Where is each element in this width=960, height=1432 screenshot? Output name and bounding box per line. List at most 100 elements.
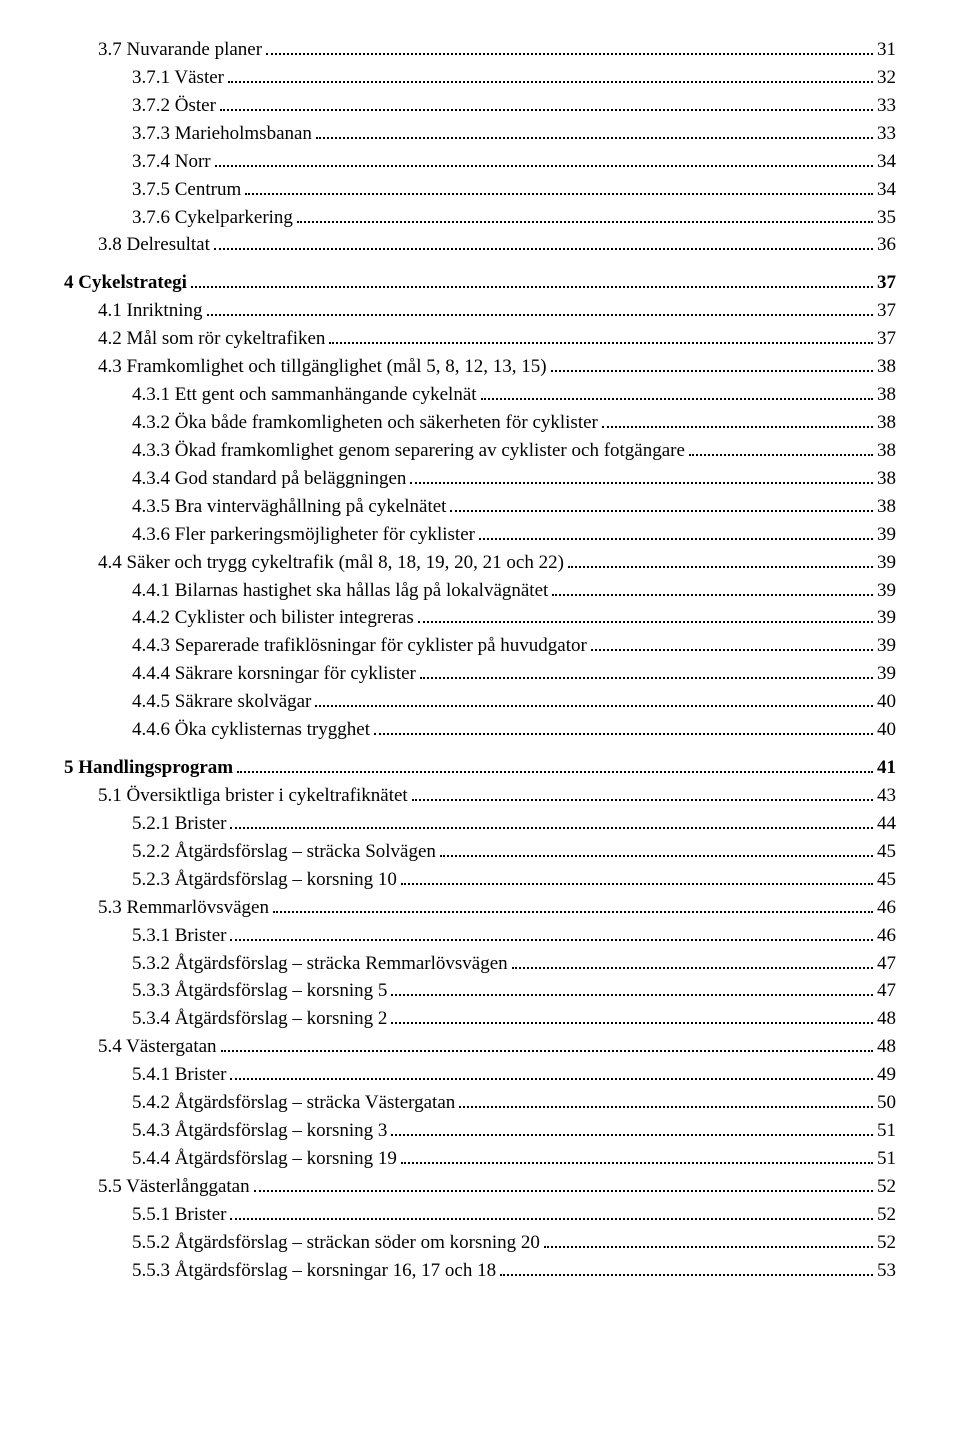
toc-entry-page: 38 — [877, 493, 896, 521]
toc-entry-page: 39 — [877, 521, 896, 549]
toc-entry-label: 4.3.2 Öka både framkomligheten och säker… — [132, 409, 598, 437]
toc-entry[interactable]: 5.3 Remmarlövsvägen46 — [98, 894, 896, 922]
toc-entry[interactable]: 5 Handlingsprogram41 — [64, 754, 896, 782]
toc-entry[interactable]: 4.4.4 Säkrare korsningar för cyklister39 — [132, 660, 896, 688]
toc-entry-label: 4.3.3 Ökad framkomlighet genom separerin… — [132, 437, 685, 465]
toc-entry[interactable]: 4.4.1 Bilarnas hastighet ska hållas låg … — [132, 577, 896, 605]
toc-entry-page: 34 — [877, 148, 896, 176]
toc-entry[interactable]: 3.7.4 Norr34 — [132, 148, 896, 176]
toc-entry-page: 49 — [877, 1061, 896, 1089]
toc-leader-dots — [245, 193, 873, 195]
toc-entry-label: 5.2.2 Åtgärdsförslag – sträcka Solvägen — [132, 838, 436, 866]
toc-leader-dots — [230, 1218, 873, 1220]
toc-entry[interactable]: 4.4.5 Säkrare skolvägar40 — [132, 688, 896, 716]
toc-leader-dots — [401, 1162, 873, 1164]
toc-entry-page: 39 — [877, 604, 896, 632]
toc-leader-dots — [568, 566, 873, 568]
toc-entry[interactable]: 5.4.3 Åtgärdsförslag – korsning 351 — [132, 1117, 896, 1145]
toc-entry-page: 31 — [877, 36, 896, 64]
toc-leader-dots — [230, 1078, 873, 1080]
toc-entry[interactable]: 5.2.3 Åtgärdsförslag – korsning 1045 — [132, 866, 896, 894]
toc-entry-page: 44 — [877, 810, 896, 838]
toc-entry-page: 39 — [877, 577, 896, 605]
toc-entry[interactable]: 4.3.1 Ett gent och sammanhängande cykeln… — [132, 381, 896, 409]
toc-entry-page: 45 — [877, 866, 896, 894]
toc-entry[interactable]: 5.5.2 Åtgärdsförslag – sträckan söder om… — [132, 1229, 896, 1257]
toc-entry-label: 5.3.1 Brister — [132, 922, 226, 950]
toc-entry[interactable]: 4.3.3 Ökad framkomlighet genom separerin… — [132, 437, 896, 465]
toc-spacer — [64, 259, 896, 269]
toc-entry[interactable]: 5.5.3 Åtgärdsförslag – korsningar 16, 17… — [132, 1257, 896, 1285]
toc-entry[interactable]: 3.7.1 Väster32 — [132, 64, 896, 92]
toc-entry-label: 5.4 Västergatan — [98, 1033, 217, 1061]
toc-leader-dots — [391, 994, 873, 996]
toc-entry-page: 32 — [877, 64, 896, 92]
toc-leader-dots — [266, 53, 873, 55]
toc-entry-label: 5.5.1 Brister — [132, 1201, 226, 1229]
toc-leader-dots — [602, 426, 873, 428]
toc-entry[interactable]: 4.3 Framkomlighet och tillgänglighet (må… — [98, 353, 896, 381]
toc-leader-dots — [401, 883, 873, 885]
toc-entry[interactable]: 5.2.2 Åtgärdsförslag – sträcka Solvägen 4… — [132, 838, 896, 866]
toc-entry[interactable]: 5.1 Översiktliga brister i cykeltrafiknä… — [98, 782, 896, 810]
toc-entry-page: 33 — [877, 120, 896, 148]
toc-entry-page: 33 — [877, 92, 896, 120]
toc-leader-dots — [500, 1274, 873, 1276]
toc-entry[interactable]: 5.2.1 Brister44 — [132, 810, 896, 838]
toc-leader-dots — [374, 733, 873, 735]
toc-entry[interactable]: 5.5 Västerlånggatan52 — [98, 1173, 896, 1201]
toc-entry[interactable]: 5.3.4 Åtgärdsförslag – korsning 2 48 — [132, 1005, 896, 1033]
toc-entry[interactable]: 3.7.6 Cykelparkering35 — [132, 204, 896, 232]
toc-entry-page: 48 — [877, 1005, 896, 1033]
toc-entry[interactable]: 5.3.1 Brister 46 — [132, 922, 896, 950]
toc-entry-page: 46 — [877, 922, 896, 950]
toc-entry[interactable]: 4.4.2 Cyklister och bilister integreras3… — [132, 604, 896, 632]
toc-entry-label: 5.5 Västerlånggatan — [98, 1173, 250, 1201]
toc-entry[interactable]: 4.1 Inriktning37 — [98, 297, 896, 325]
toc-entry[interactable]: 5.4 Västergatan 48 — [98, 1033, 896, 1061]
toc-leader-dots — [207, 314, 874, 316]
toc-entry[interactable]: 4.3.4 God standard på beläggningen38 — [132, 465, 896, 493]
toc-entry[interactable]: 5.3.2 Åtgärdsförslag – sträcka Remmarlöv… — [132, 950, 896, 978]
toc-entry[interactable]: 3.7.5 Centrum34 — [132, 176, 896, 204]
toc-entry[interactable]: 5.4.2 Åtgärdsförslag – sträcka Västergat… — [132, 1089, 896, 1117]
toc-entry[interactable]: 4.3.6 Fler parkeringsmöjligheter för cyk… — [132, 521, 896, 549]
toc-entry-label: 5.3.4 Åtgärdsförslag – korsning 2 — [132, 1005, 387, 1033]
toc-entry[interactable]: 3.8 Delresultat36 — [98, 231, 896, 259]
toc-entry[interactable]: 3.7.2 Öster 33 — [132, 92, 896, 120]
toc-spacer — [64, 744, 896, 754]
toc-entry-label: 3.7.3 Marieholmsbanan — [132, 120, 312, 148]
toc-leader-dots — [230, 827, 873, 829]
toc-entry[interactable]: 5.5.1 Brister52 — [132, 1201, 896, 1229]
toc-entry-page: 45 — [877, 838, 896, 866]
toc-entry[interactable]: 4.4.3 Separerade trafiklösningar för cyk… — [132, 632, 896, 660]
toc-entry-page: 46 — [877, 894, 896, 922]
toc-entry-page: 37 — [877, 297, 896, 325]
toc-entry-page: 41 — [877, 754, 896, 782]
toc-leader-dots — [273, 911, 873, 913]
toc-leader-dots — [450, 510, 873, 512]
toc-entry-label: 4.3.4 God standard på beläggningen — [132, 465, 406, 493]
toc-entry-label: 3.7.2 Öster — [132, 92, 216, 120]
toc-entry[interactable]: 5.4.4 Åtgärdsförslag – korsning 1951 — [132, 1145, 896, 1173]
toc-entry-page: 38 — [877, 409, 896, 437]
toc-entry[interactable]: 4.4.6 Öka cyklisternas trygghet40 — [132, 716, 896, 744]
toc-entry[interactable]: 5.3.3 Åtgärdsförslag – korsning 547 — [132, 977, 896, 1005]
toc-entry[interactable]: 4.3.2 Öka både framkomligheten och säker… — [132, 409, 896, 437]
toc-leader-dots — [228, 81, 873, 83]
toc-entry-page: 51 — [877, 1117, 896, 1145]
toc-entry-label: 3.7.6 Cykelparkering — [132, 204, 293, 232]
toc-entry[interactable]: 3.7.3 Marieholmsbanan 33 — [132, 120, 896, 148]
toc-entry-label: 5.5.3 Åtgärdsförslag – korsningar 16, 17… — [132, 1257, 496, 1285]
toc-leader-dots — [512, 967, 873, 969]
toc-entry[interactable]: 4.4 Säker och trygg cykeltrafik (mål 8, … — [98, 549, 896, 577]
toc-entry-page: 48 — [877, 1033, 896, 1061]
toc-entry[interactable]: 4 Cykelstrategi37 — [64, 269, 896, 297]
toc-entry[interactable]: 4.3.5 Bra vinterväghållning på cykelnäte… — [132, 493, 896, 521]
toc-entry-page: 39 — [877, 660, 896, 688]
toc-entry[interactable]: 4.2 Mål som rör cykeltrafiken37 — [98, 325, 896, 353]
toc-entry[interactable]: 5.4.1 Brister49 — [132, 1061, 896, 1089]
toc-entry-label: 4.4.5 Säkrare skolvägar — [132, 688, 311, 716]
toc-leader-dots — [297, 221, 873, 223]
toc-entry[interactable]: 3.7 Nuvarande planer31 — [98, 36, 896, 64]
